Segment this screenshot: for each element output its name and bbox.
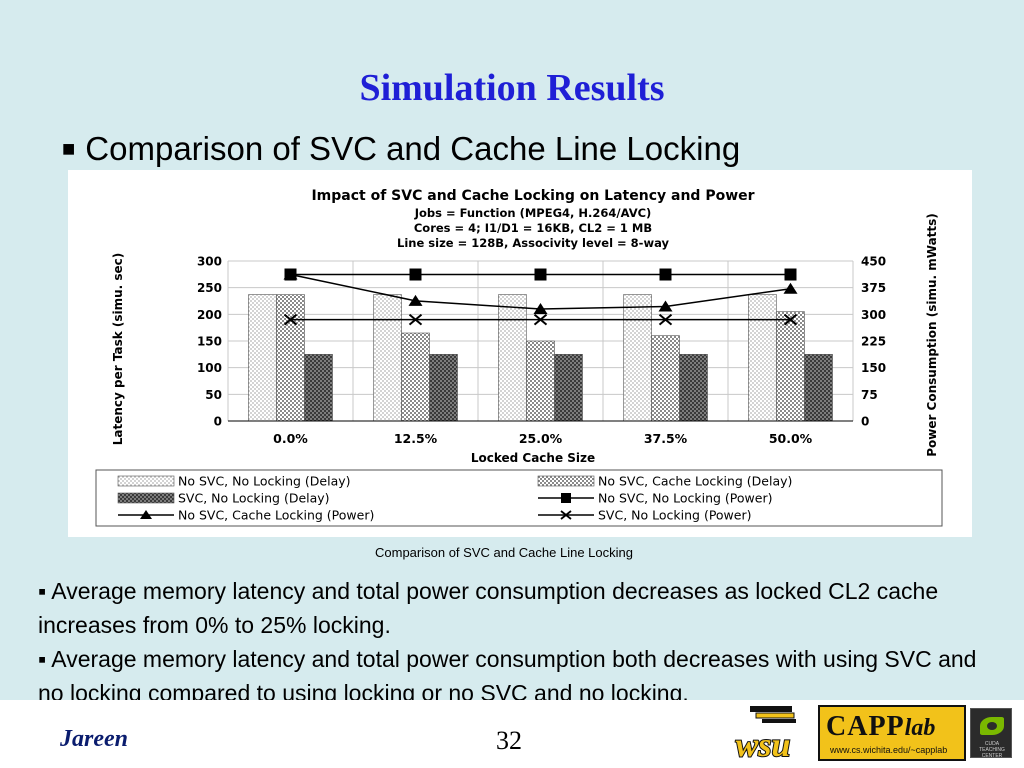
- legend-label: No SVC, Cache Locking (Delay): [598, 474, 792, 489]
- legend-box: [95, 469, 943, 527]
- bar-3: [554, 354, 583, 422]
- marker-square: [534, 268, 547, 281]
- chart-svg: Impact of SVC and Cache Locking on Laten…: [95, 188, 943, 527]
- chart-title: Impact of SVC and Cache Locking on Laten…: [311, 188, 754, 204]
- y-tick-label: 300: [197, 255, 222, 269]
- capp-lab-logo: CAPPlab www.cs.wichita.edu/~capplab: [818, 705, 966, 761]
- y-axis-label: Latency per Task (simu. sec): [111, 253, 125, 446]
- y2-axis-label: Power Consumption (simu. mWatts): [925, 213, 939, 457]
- bar-1: [623, 294, 652, 422]
- bar-1: [498, 294, 527, 422]
- legend-marker-square: [561, 493, 571, 503]
- bar-3: [304, 354, 333, 422]
- marker-x: [658, 313, 673, 326]
- marker-triangle: [283, 268, 298, 280]
- legend-label: SVC, No Locking (Power): [598, 508, 752, 523]
- x-tick-label: 12.5%: [394, 431, 438, 446]
- x-tick-label: 50.0%: [769, 431, 813, 446]
- nvidia-eye-icon: [980, 717, 1004, 735]
- body-text: ▪ Average memory latency and total power…: [38, 574, 988, 710]
- x-tick-label: 25.0%: [519, 431, 563, 446]
- y-tick-label: 0: [214, 415, 222, 429]
- capp-logo-main: CAPPlab: [826, 711, 936, 742]
- legend-swatch-bar: [117, 492, 175, 504]
- bar-3: [679, 354, 708, 422]
- y2-tick-label: 375: [861, 281, 886, 295]
- y2-tick-label: 0: [861, 415, 869, 429]
- chart-subtitle-line: Jobs = Function (MPEG4, H.264/AVC): [414, 206, 652, 220]
- chart-subtitle-line: Cores = 4; I1/D1 = 16KB, CL2 = 1 MB: [414, 221, 652, 235]
- nvidia-logo-text: CUDA TEACHING CENTER: [979, 741, 1005, 759]
- page-number: 32: [496, 726, 522, 755]
- author-name: Jareen: [60, 726, 128, 752]
- marker-x: [408, 313, 423, 326]
- chart-caption: Comparison of SVC and Cache Line Locking: [375, 545, 633, 560]
- slide-subtitle: ■ Comparison of SVC and Cache Line Lockin…: [62, 130, 740, 168]
- y2-tick-label: 75: [861, 388, 878, 402]
- y2-tick-label: 450: [861, 255, 886, 269]
- marker-x: [283, 313, 298, 326]
- marker-triangle: [533, 303, 548, 314]
- y-tick-label: 200: [197, 308, 222, 322]
- subtitle-bullet: ■: [62, 136, 76, 161]
- marker-triangle: [658, 300, 673, 312]
- legend-swatch-bar: [117, 475, 175, 487]
- y-tick-label: 150: [197, 335, 222, 349]
- marker-x: [783, 313, 798, 326]
- y2-tick-label: 225: [861, 335, 886, 349]
- x-tick-label: 37.5%: [644, 431, 688, 446]
- legend-label: No SVC, No Locking (Power): [598, 491, 772, 506]
- bar-2: [526, 340, 555, 422]
- bar-1: [748, 294, 777, 422]
- y-tick-label: 100: [197, 361, 222, 375]
- x-axis-label: Locked Cache Size: [471, 451, 595, 465]
- bar-3: [804, 354, 833, 422]
- legend-label: No SVC, No Locking (Delay): [178, 474, 351, 489]
- y-tick-label: 50: [205, 388, 222, 402]
- body-bullet-1: ▪ Average memory latency and total power…: [38, 578, 939, 638]
- bar-1: [373, 294, 402, 422]
- wsu-logo: wsu: [735, 706, 796, 762]
- chart-panel: Impact of SVC and Cache Locking on Laten…: [68, 170, 972, 537]
- marker-triangle: [783, 282, 798, 294]
- legend-swatch-bar: [537, 475, 595, 487]
- y2-tick-label: 300: [861, 308, 886, 322]
- slide-title: Simulation Results: [359, 67, 665, 109]
- marker-square: [659, 268, 672, 281]
- bar-2: [776, 311, 805, 422]
- marker-triangle: [408, 294, 423, 306]
- bar-1: [248, 294, 277, 422]
- chart-subtitle-line: Line size = 128B, Associvity level = 8-w…: [397, 236, 669, 250]
- capp-logo-lab: lab: [904, 715, 936, 741]
- subtitle-text: Comparison of SVC and Cache Line Locking: [85, 130, 741, 167]
- bar-2: [401, 332, 430, 422]
- marker-square: [409, 268, 422, 281]
- legend-marker-x: [560, 510, 572, 520]
- marker-square: [784, 268, 797, 281]
- top-band: [0, 0, 1024, 48]
- y-tick-label: 250: [197, 281, 222, 295]
- y2-tick-label: 150: [861, 361, 886, 375]
- bar-2: [651, 335, 680, 422]
- marker-x: [533, 313, 548, 326]
- x-tick-label: 0.0%: [273, 431, 308, 446]
- nvidia-logo: CUDA TEACHING CENTER: [970, 708, 1012, 759]
- wsu-logo-text: wsu: [736, 727, 791, 762]
- legend-label: No SVC, Cache Locking (Power): [178, 508, 374, 523]
- bar-2: [276, 294, 305, 422]
- capp-logo-url: www.cs.wichita.edu/~capplab: [830, 745, 948, 755]
- legend-marker-triangle: [140, 510, 152, 519]
- legend-label: SVC, No Locking (Delay): [178, 491, 330, 506]
- bar-3: [429, 354, 458, 422]
